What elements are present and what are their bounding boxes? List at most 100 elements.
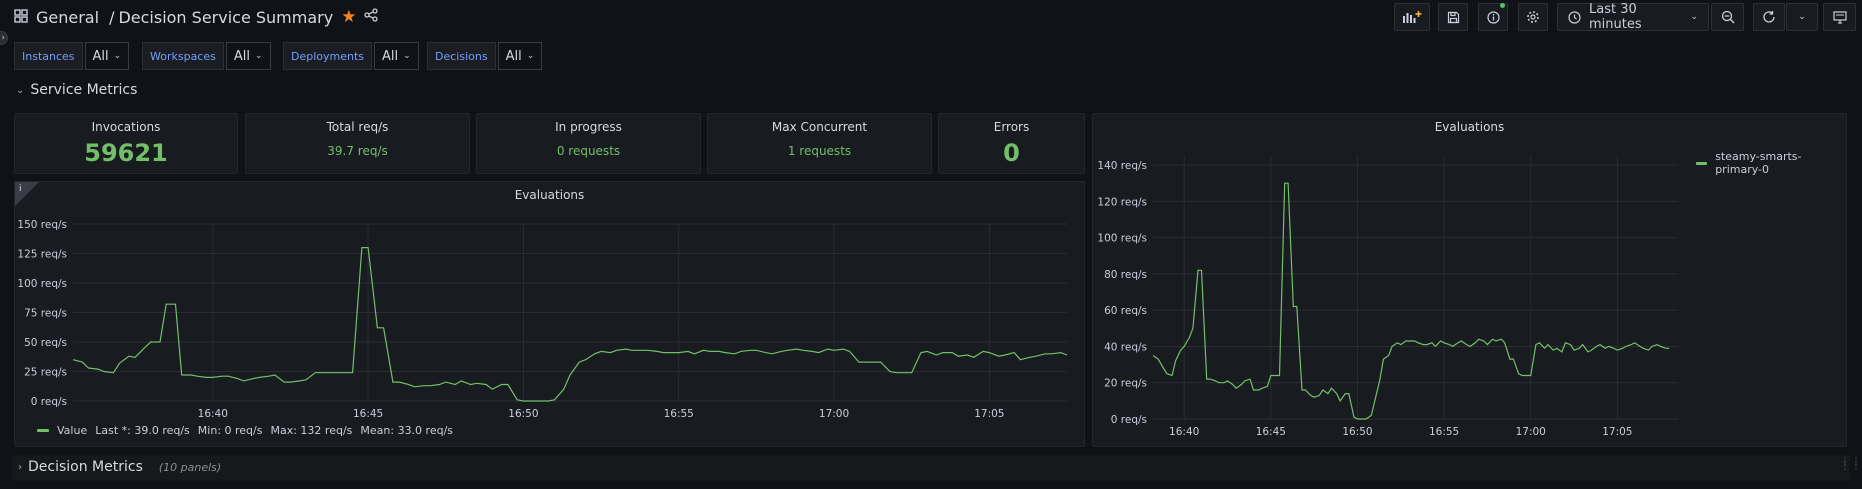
dashboard-settings-button[interactable] (1518, 3, 1548, 31)
y-tick-label: 20 req/s (1104, 378, 1147, 390)
stat-panel-errors[interactable]: Errors 0 (938, 113, 1085, 174)
drag-handle-icon[interactable]: ⋮⋮ ⋮⋮ (1840, 456, 1862, 472)
refresh-interval-dropdown[interactable]: ⌄ (1786, 3, 1818, 31)
x-tick-label: 16:45 (353, 408, 383, 420)
monitor-icon (1832, 10, 1847, 24)
panel-title: Total req/s (326, 120, 389, 134)
row-decision-metrics-bar: ⋮⋮ ⋮⋮ (12, 455, 1862, 481)
variable-select[interactable]: All ⌄ (225, 42, 271, 70)
chart-legend: steamy-smarts-primary-0 (1696, 150, 1846, 176)
stat-value: 1 requests (787, 144, 852, 158)
chart-svg: 0 req/s 20 req/s 40 req/s 60 req/s 80 req/s 1… (1097, 156, 1678, 438)
variable-label: Deployments (283, 42, 373, 70)
y-tick-label: 150 req/s (17, 219, 67, 231)
variable-value: All (505, 48, 522, 64)
variable-label: Workspaces (142, 42, 224, 70)
variable-label: Instances (14, 42, 83, 70)
chevron-right-icon: › (18, 461, 22, 473)
variable-value: All (382, 48, 399, 64)
zoom-out-icon (1721, 10, 1735, 24)
variable-deployments: Deployments All ⌄ (283, 42, 419, 70)
variable-value: All (233, 48, 250, 64)
timeseries-panel-evaluations[interactable]: i Evaluations 0 req/s 25 req/s 50 req/s 75 … (14, 181, 1085, 447)
info-circle-icon (1486, 10, 1500, 24)
zoom-out-button[interactable] (1711, 3, 1744, 31)
stat-value: 39.7 req/s (327, 144, 388, 158)
y-tick-label: 140 req/s (1097, 160, 1147, 172)
legend-swatch (37, 429, 49, 432)
panel-info-corner[interactable] (15, 182, 39, 206)
series-line (72, 246, 1068, 402)
legend-min: Min: 0 req/s (197, 424, 263, 437)
row-title: Decision Metrics (28, 459, 143, 475)
y-tick-label: 60 req/s (1104, 305, 1147, 317)
chevron-down-icon: ⌄ (526, 51, 535, 61)
variable-select[interactable]: All ⌄ (497, 42, 543, 70)
view-mode-button[interactable] (1823, 3, 1856, 31)
x-tick-label: 16:40 (1169, 426, 1199, 438)
save-dashboard-button[interactable] (1438, 3, 1468, 31)
stat-value: 0 requests (556, 144, 621, 158)
folder-link[interactable]: General (36, 7, 100, 27)
panel-title: In progress (555, 120, 622, 134)
refresh-button[interactable] (1753, 3, 1785, 31)
y-tick-label: 40 req/s (1104, 341, 1147, 353)
chevron-down-icon: ⌄ (1690, 12, 1698, 22)
add-panel-button[interactable] (1394, 3, 1430, 31)
legend-last: Last *: 39.0 req/s (95, 424, 190, 437)
legend-swatch (1696, 161, 1708, 165)
y-tick-label: 100 req/s (17, 278, 67, 290)
row-service-metrics[interactable]: ⌄ Service Metrics (16, 82, 137, 98)
add-panel-icon (1402, 10, 1422, 24)
variable-select[interactable]: All ⌄ (84, 42, 130, 70)
y-tick-label: 25 req/s (24, 367, 67, 379)
x-tick-label: 17:05 (1602, 426, 1632, 438)
x-tick-label: 16:40 (198, 408, 228, 420)
chevron-down-icon: ⌄ (113, 51, 122, 61)
row-decision-metrics[interactable]: › Decision Metrics (10 panels) (18, 459, 221, 475)
legend-series-name[interactable]: steamy-smarts-primary-0 (1715, 150, 1802, 176)
x-tick-label: 16:50 (1342, 426, 1372, 438)
variable-workspaces: Workspaces All ⌄ (142, 42, 271, 70)
panel-title: Evaluations (514, 188, 585, 202)
info-icon: i (19, 184, 22, 194)
stat-panel-max-concurrent[interactable]: Max Concurrent 1 requests (707, 113, 932, 174)
stat-value: 0 (1003, 139, 1020, 167)
expand-menu-button[interactable]: › (0, 31, 8, 45)
chevron-down-icon: ⌄ (254, 51, 263, 61)
legend-mean: Mean: 33.0 req/s (360, 424, 454, 437)
stat-panel-total-req[interactable]: Total req/s 39.7 req/s (245, 113, 470, 174)
stat-panel-in-progress[interactable]: In progress 0 requests (476, 113, 701, 174)
y-tick-label: 100 req/s (1097, 233, 1147, 245)
y-tick-label: 50 req/s (24, 337, 67, 349)
share-icon[interactable] (364, 8, 379, 26)
refresh-icon (1762, 10, 1776, 24)
y-tick-label: 80 req/s (1104, 269, 1147, 281)
y-tick-label: 120 req/s (1097, 196, 1147, 208)
row-panel-count: (10 panels) (158, 460, 222, 474)
page-title[interactable]: Decision Service Summary (118, 7, 334, 27)
star-icon[interactable]: ★ (341, 7, 357, 27)
chart-legend: Value Last *: 39.0 req/s Min: 0 req/s Ma… (37, 424, 453, 437)
y-tick-label: 75 req/s (24, 308, 67, 320)
status-dot (1500, 3, 1505, 8)
panel-title: Evaluations (1434, 120, 1505, 134)
dashboards-grid-icon[interactable] (14, 8, 28, 27)
variable-label: Decisions (427, 42, 496, 70)
variable-value: All (92, 48, 109, 64)
stat-panel-invocations[interactable]: Invocations 59621 (14, 113, 238, 174)
variable-select[interactable]: All ⌄ (374, 42, 419, 70)
legend-max: Max: 132 req/s (270, 424, 353, 437)
legend-series-name[interactable]: Value (57, 424, 88, 437)
x-tick-label: 16:45 (1256, 426, 1286, 438)
dashboard-insights-button[interactable] (1478, 3, 1508, 31)
panel-title: Invocations (91, 120, 161, 134)
y-tick-label: 0 req/s (31, 396, 67, 408)
clock-icon (1568, 10, 1581, 24)
timeseries-panel-evaluations-right[interactable]: Evaluations 0 req/s 20 req/s 40 req/s 60 re… (1092, 113, 1847, 447)
chevron-down-icon: ⌄ (16, 84, 25, 96)
save-icon (1447, 11, 1460, 24)
x-tick-label: 17:00 (819, 408, 849, 420)
variable-decisions: Decisions All ⌄ (427, 42, 543, 70)
time-range-picker[interactable]: Last 30 minutes ⌄ (1557, 2, 1709, 32)
